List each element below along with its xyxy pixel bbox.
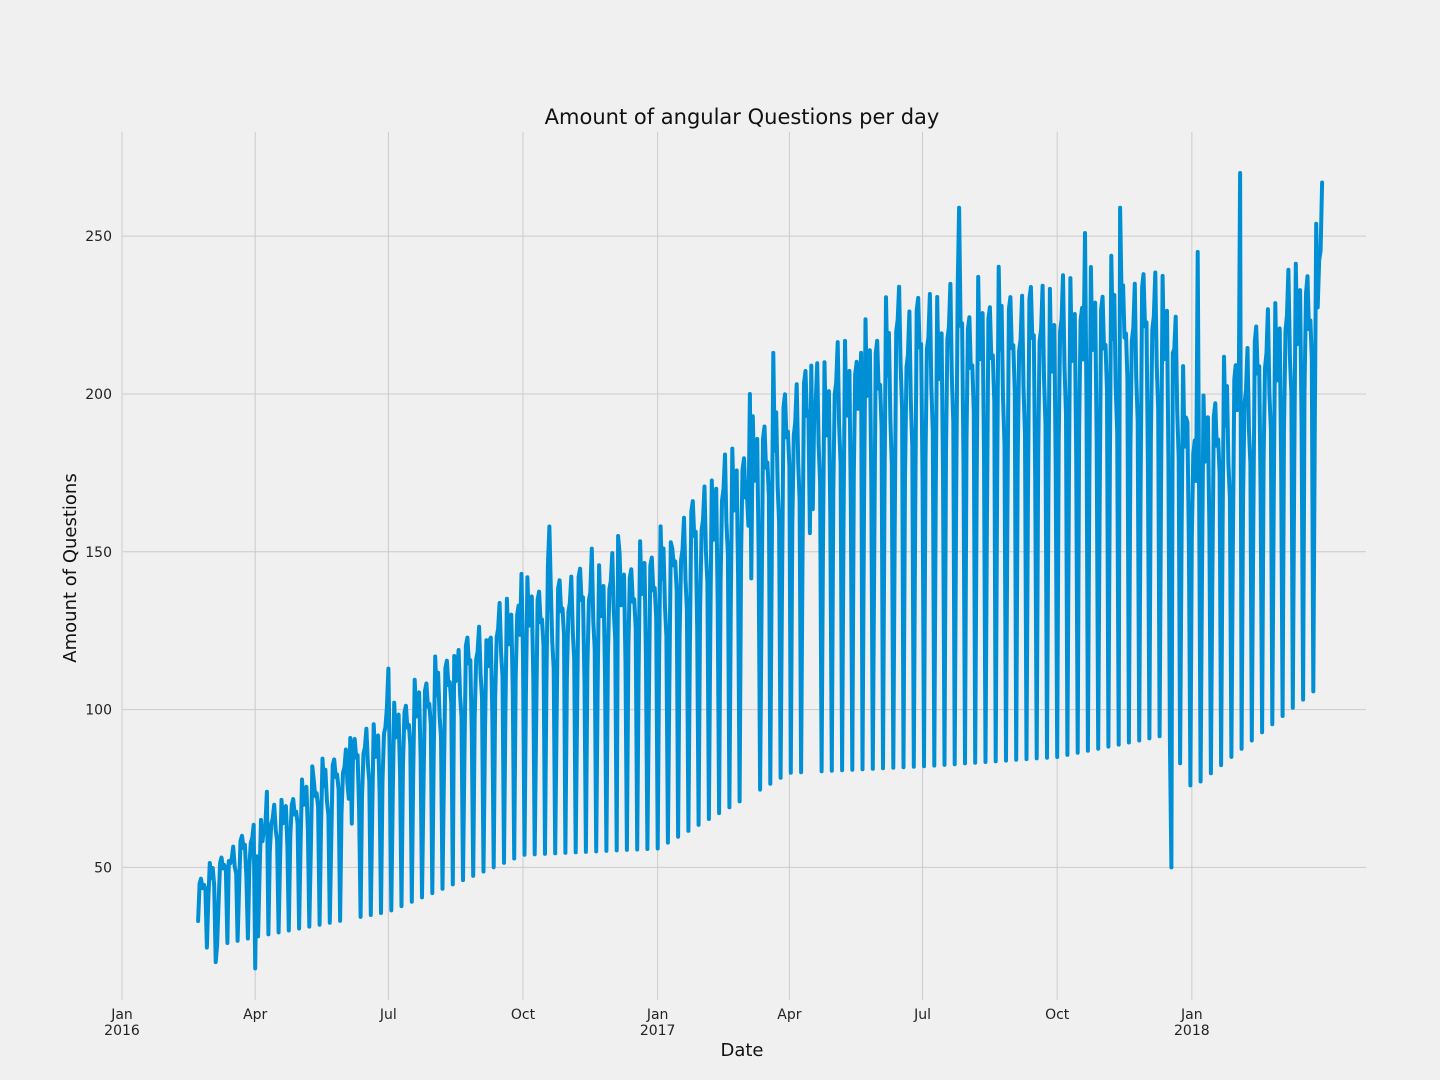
x-tick-year-label: 2016	[104, 1023, 140, 1039]
x-tick-label: Jan	[110, 1007, 133, 1023]
y-tick-label: 200	[85, 387, 112, 403]
x-tick-label: Apr	[777, 1007, 801, 1023]
x-tick-label: Apr	[243, 1007, 267, 1023]
y-tick-label: 250	[85, 229, 112, 245]
chart-title: Amount of angular Questions per day	[545, 105, 940, 129]
y-tick-label: 50	[94, 860, 112, 876]
x-tick-label: Jan	[1180, 1007, 1203, 1023]
x-tick-year-label: 2017	[640, 1023, 676, 1039]
series-line	[196, 171, 1325, 971]
x-tick-label: Oct	[1045, 1007, 1070, 1023]
y-tick-label: 100	[85, 703, 112, 719]
x-tick-year-label: 2018	[1174, 1023, 1210, 1039]
x-axis-label: Date	[720, 1040, 763, 1061]
x-tick-label: Jul	[379, 1007, 397, 1023]
series-layer	[196, 171, 1325, 971]
x-tick-label: Jan	[646, 1007, 669, 1023]
y-axis-label: Amount of Questions	[60, 473, 81, 662]
x-tick-label: Oct	[511, 1007, 536, 1023]
y-tick-label: 150	[85, 545, 112, 561]
x-tick-label: Jul	[913, 1007, 931, 1023]
